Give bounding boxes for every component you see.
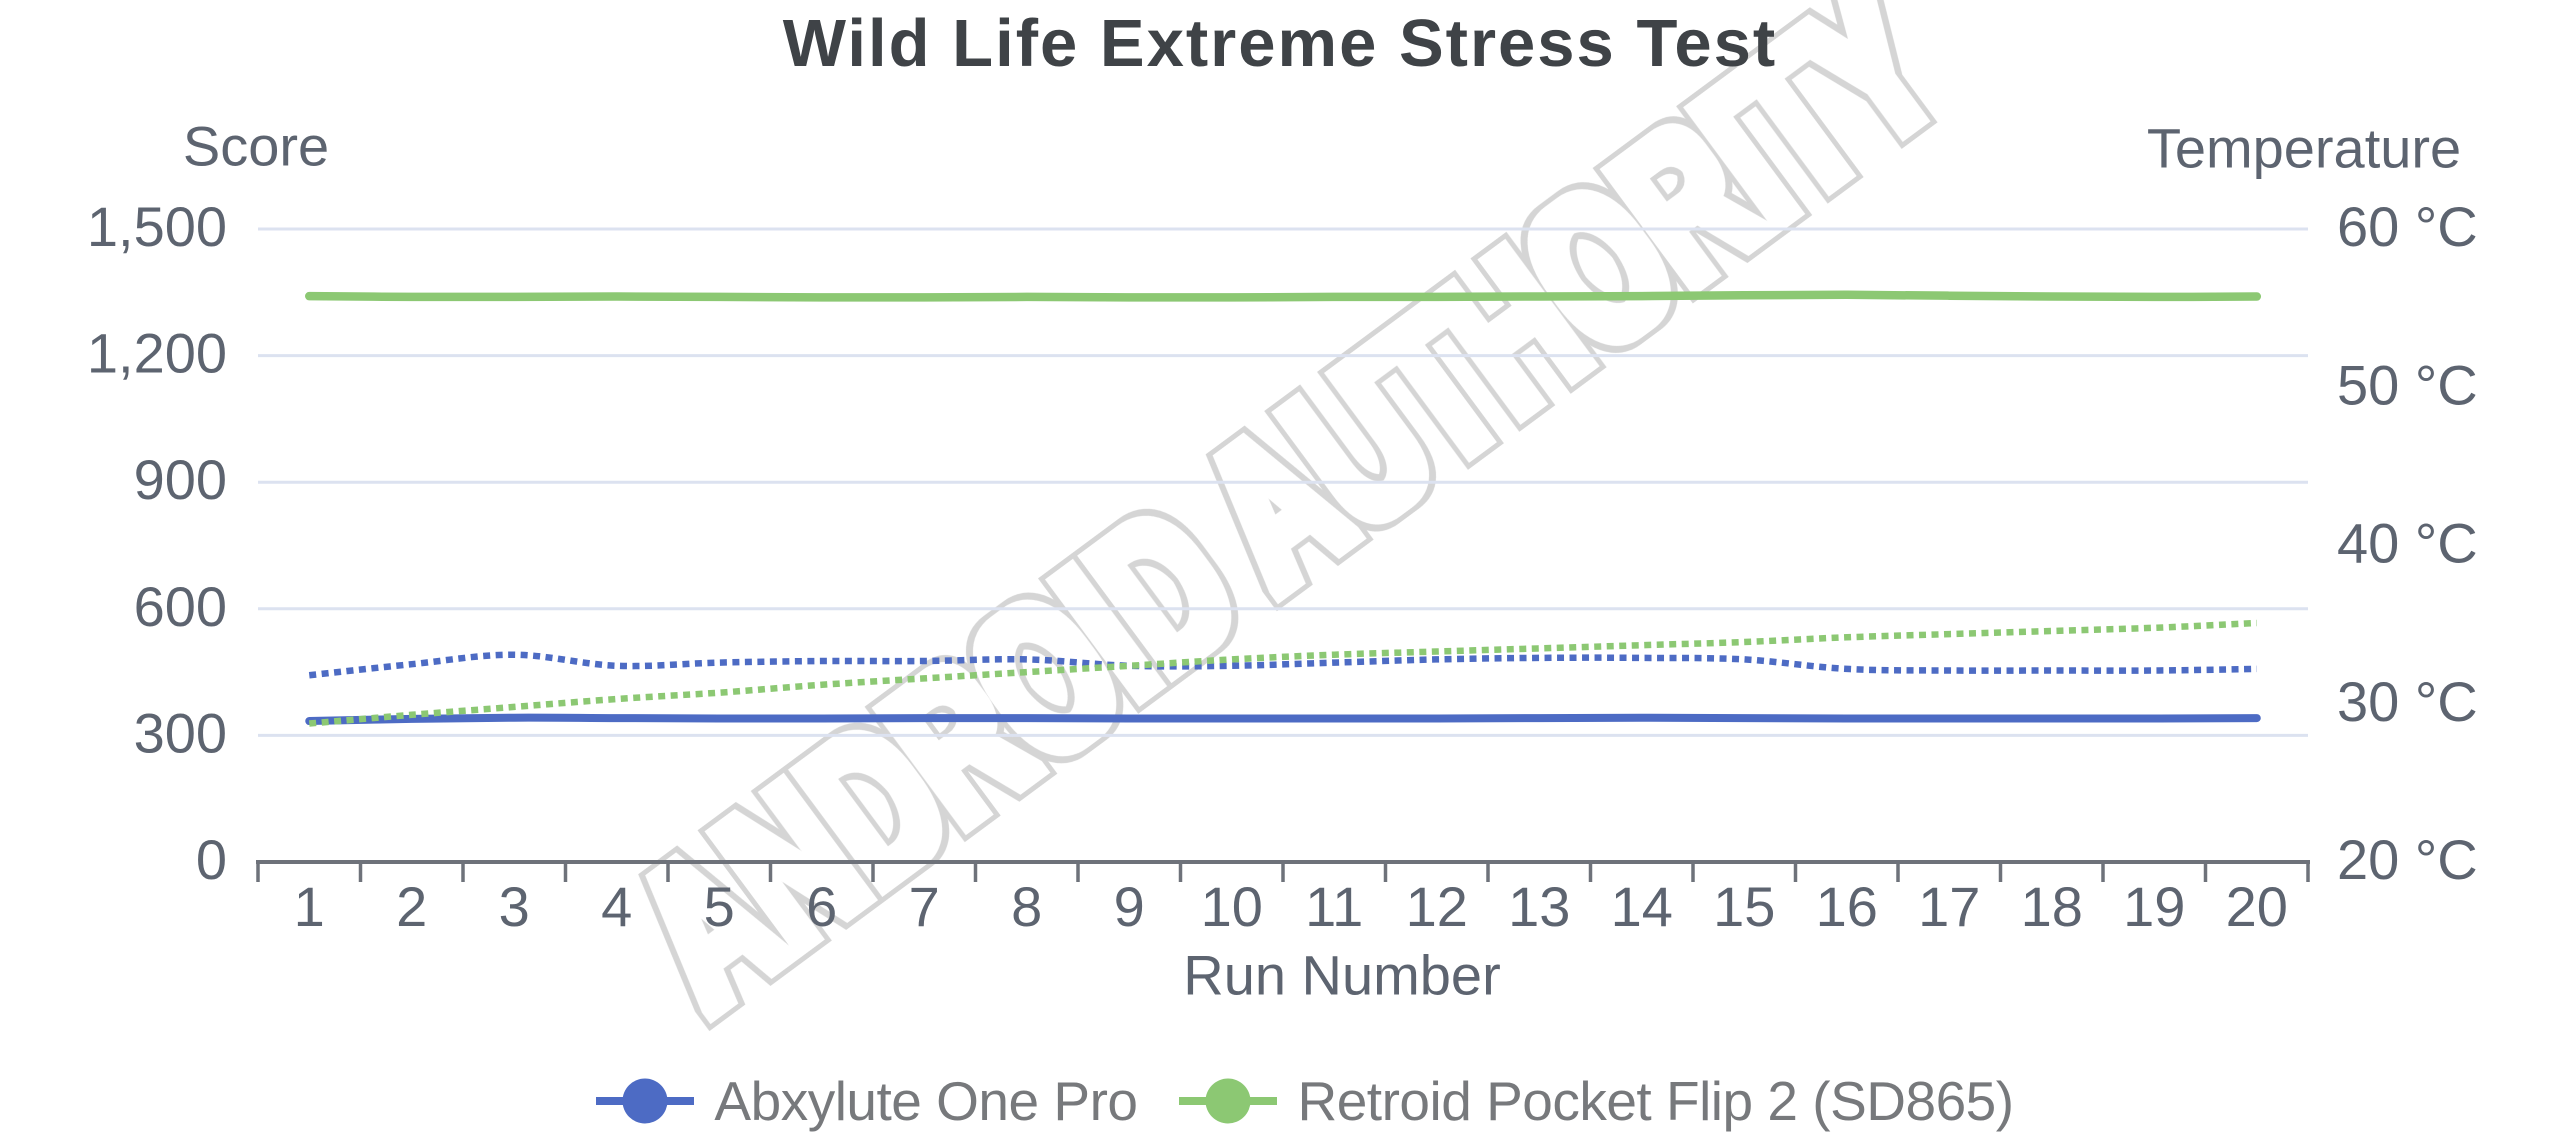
- right-axis-title: Temperature: [2146, 116, 2462, 180]
- right-axis-tick-label: 30 °C: [2337, 670, 2478, 733]
- x-axis-tick-label: 15: [1713, 875, 1775, 938]
- legend-item-retroid-pocket-flip-2: Retroid Pocket Flip 2 (SD865): [1179, 1069, 2014, 1133]
- x-axis-tick-label: 16: [1816, 875, 1878, 938]
- x-axis-tick-label: 3: [499, 875, 530, 938]
- x-axis-tick-label: 18: [2021, 875, 2083, 938]
- chart-title: Wild Life Extreme Stress Test: [782, 6, 1778, 81]
- x-axis-tick-label: 14: [1611, 875, 1673, 938]
- x-axis-tick-label: 2: [396, 875, 427, 938]
- x-axis-tick-label: 7: [909, 875, 940, 938]
- x-axis-tick-label: 10: [1201, 875, 1263, 938]
- series-line-3: [308, 619, 2257, 727]
- left-axis-title: Score: [182, 114, 330, 178]
- legend-marker-line-circle-green: [1179, 1078, 1278, 1124]
- x-axis-title: Run Number: [1183, 943, 1501, 1007]
- right-axis-tick-label: 40 °C: [2337, 512, 2478, 575]
- left-axis-tick-label: 900: [134, 448, 227, 511]
- left-axis-tick-label: 1,500: [87, 195, 227, 258]
- right-axis-tick-label: 50 °C: [2337, 353, 2478, 416]
- x-axis-tick-label: 13: [1508, 875, 1570, 938]
- left-axis-tick-label: 0: [196, 828, 227, 891]
- legend-label: Abxylute One Pro: [714, 1070, 1138, 1132]
- legend-item-abxylute-one-pro: Abxylute One Pro: [596, 1069, 1138, 1133]
- right-axis-tick-label: 20 °C: [2337, 828, 2478, 891]
- x-axis-tick-label: 1: [294, 875, 325, 938]
- series-line-1: [305, 290, 2262, 302]
- legend: Abxylute One Pro Retroid Pocket Flip 2 (…: [25, 1068, 2560, 1134]
- x-axis-tick-label: 4: [601, 875, 632, 938]
- x-axis-tick-label: 17: [1918, 875, 1980, 938]
- series-line-2: [308, 651, 2257, 679]
- left-axis-tick-label: 300: [134, 701, 227, 764]
- legend-label: Retroid Pocket Flip 2 (SD865): [1297, 1070, 2014, 1132]
- left-axis-tick-label: 600: [134, 575, 227, 638]
- legend-marker-line-circle-blue: [596, 1078, 695, 1124]
- right-axis-tick-label: 60 °C: [2337, 195, 2478, 258]
- x-axis-tick-label: 20: [2226, 875, 2288, 938]
- x-axis-tick-label: 6: [806, 875, 837, 938]
- x-axis-tick-label: 12: [1406, 875, 1468, 938]
- x-axis-tick-label: 5: [704, 875, 735, 938]
- x-axis-tick-label: 9: [1114, 875, 1145, 938]
- x-axis-tick-label: 19: [2123, 875, 2185, 938]
- x-axis-tick-label: 8: [1011, 875, 1042, 938]
- x-axis-tick-label: 11: [1305, 875, 1363, 938]
- left-axis-tick-label: 1,200: [87, 322, 227, 385]
- series-line-0: [305, 713, 2261, 726]
